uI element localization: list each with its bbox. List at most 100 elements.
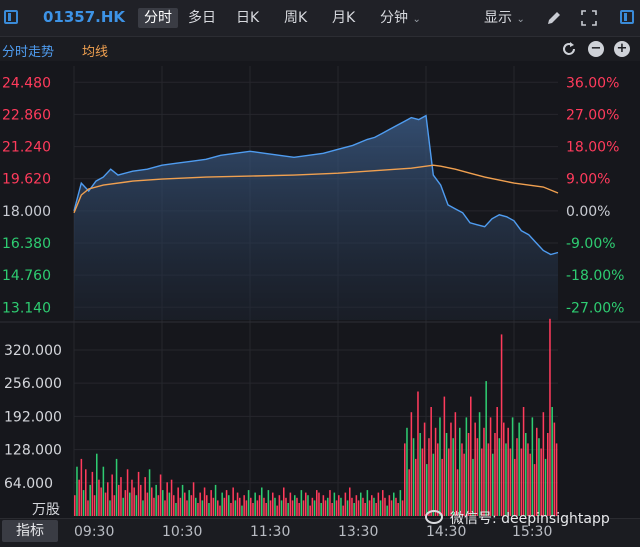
volume-bar [283,487,285,516]
volume-bar [186,500,188,516]
zoom-in-icon[interactable]: + [614,41,630,57]
volume-bar [492,453,494,516]
volume-bar [390,500,393,516]
volume-bar [190,495,193,516]
volume-bar [91,471,94,516]
volume-bar [551,407,553,516]
volume-bar [263,497,265,516]
volume-bar [487,443,490,516]
volume-bar [201,500,204,516]
volume-bar [373,497,375,516]
tab-monthly-k[interactable]: 月K [332,10,356,26]
volume-bar [236,492,239,516]
volume-unit-label: 万股 [32,502,60,518]
volume-bar [166,482,168,516]
tab-minute[interactable]: 分钟 ⌄ [380,8,421,30]
volume-bar [531,417,534,516]
volume-bar [514,458,516,516]
volume-bar [239,497,241,516]
volume-bar [555,443,558,516]
volume-bar [329,490,331,516]
zoom-out-icon[interactable]: − [588,41,604,57]
display-menu[interactable]: 显示 ⌄ [484,8,525,30]
volume-bar [87,500,89,516]
volume-bar [549,318,551,516]
pencil-icon[interactable] [545,9,563,27]
sidebar-toggle-icon[interactable] [4,10,18,24]
legend-intraday[interactable]: 分时走势 [2,45,55,60]
volume-bar [316,490,318,516]
indicator-button[interactable]: 指标 [2,520,58,542]
volume-tick-label: 64.000 [4,476,53,492]
volume-bar [276,505,278,516]
volume-bar [342,505,344,516]
volume-bar [327,497,329,516]
fullscreen-icon[interactable] [580,9,598,27]
volume-bar [225,490,228,516]
volume-bar [388,495,391,516]
volume-bar [511,417,514,516]
tab-minute-label: 分钟 [380,10,408,26]
volume-bar [82,490,85,516]
volume-bar [131,479,133,516]
volume-bar [78,479,80,516]
toolbar: 01357.HK 分时 多日 日K 周K 月K 分钟 ⌄ 显示 ⌄ [0,0,640,37]
volume-bar [437,443,439,516]
volume-bar [285,497,287,516]
y-right-tick-label: 18.00% [566,140,619,156]
volume-bar [408,469,410,516]
volume-bar [241,505,243,516]
volume-bar [104,492,107,516]
volume-bar [170,479,173,516]
volume-bar [489,417,492,516]
volume-bar [133,487,135,516]
volume-bar [443,396,446,516]
volume-bar [382,490,384,516]
panel-toggle-icon[interactable] [620,10,634,24]
volume-bar [410,412,413,516]
refresh-icon[interactable] [560,40,578,58]
volume-bar [80,458,83,516]
volume-bar [155,484,157,516]
volume-bar [192,482,195,516]
y-right-tick-label: -18.00% [566,268,624,284]
volume-bar [122,497,124,516]
volume-bar [184,492,186,516]
volume-bar [203,487,206,516]
y-right-tick-label: 0.00% [566,204,610,220]
y-right-tick-label: 36.00% [566,75,619,91]
volume-bar [439,417,441,516]
volume-bar [302,500,305,516]
volume-bar [252,503,254,516]
tab-weekly-k[interactable]: 周K [284,10,308,26]
legend-avg[interactable]: 均线 [82,45,109,60]
volume-bar [452,438,454,516]
volume-bar [157,495,160,516]
volume-bar [421,448,424,516]
volume-bar [214,484,217,516]
volume-bar [516,438,518,516]
volume-bar [450,422,452,516]
volume-bar [258,495,261,516]
stock-symbol[interactable]: 01357.HK [43,8,126,26]
y-tick-label: 14.760 [2,268,51,284]
volume-bar [395,497,397,516]
volume-bar [527,443,529,516]
tab-daily-k[interactable]: 日K [236,10,260,26]
volume-bar [360,492,362,516]
volume-bar [432,453,435,516]
volume-bar [461,443,463,516]
tab-intraday[interactable]: 分时 [138,8,178,28]
volume-bar [217,500,219,516]
x-tick-label: 10:30 [162,524,203,540]
volume-bar [399,490,402,516]
volume-bar [525,433,527,516]
volume-bar [148,469,151,516]
volume-bar [296,497,298,516]
volume-bar [522,407,525,516]
tab-multiday[interactable]: 多日 [188,10,216,26]
volume-bar [368,500,371,516]
y-right-tick-label: -27.00% [566,300,624,316]
volume-bar [115,458,118,516]
price-line [73,114,559,256]
